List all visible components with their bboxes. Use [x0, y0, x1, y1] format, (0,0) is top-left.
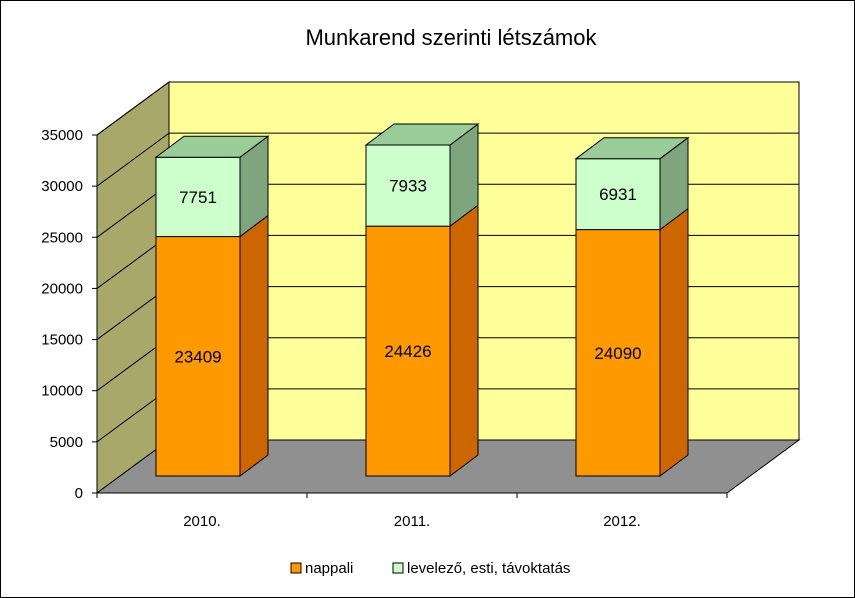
bar-2012-levelezo-front — [575, 158, 661, 231]
bar-2012-nappali-side — [659, 207, 689, 477]
bar-2011-nappali-front — [365, 225, 451, 477]
legend-swatch-nappali — [290, 562, 302, 574]
legend-label-nappali: nappali — [305, 560, 353, 577]
chart-axes: 0 5000 10000 15000 20000 25000 30000 35000 2010.… — [41, 127, 728, 530]
data-label-2011-nappali: 24426 — [384, 342, 431, 361]
chart-title: Munkarend szerinti létszámok — [305, 25, 597, 50]
bar-2011-top — [364, 123, 480, 146]
bar-2011-nappali-side — [449, 204, 479, 477]
chart-gridlines — [96, 81, 799, 443]
bar-2010-nappali-side — [239, 214, 269, 477]
legend-swatch-levelezo — [392, 562, 404, 574]
y-tick-label: 25000 — [41, 229, 83, 246]
chart-data-labels: 23409 7751 24426 7933 24090 6931 — [174, 177, 641, 367]
x-tick-label: 2010. — [183, 513, 221, 530]
y-tick-label: 0 — [75, 485, 83, 502]
y-tick-label: 5000 — [50, 434, 83, 451]
bar-2011-levelezo-front — [365, 144, 451, 227]
bar-2010-nappali-front — [155, 236, 241, 477]
bar-2012-top — [574, 137, 690, 160]
data-label-2012-nappali: 24090 — [594, 344, 641, 363]
y-tick-label: 20000 — [41, 280, 83, 297]
data-label-2011-levelezo: 7933 — [389, 177, 427, 196]
chart-legend: nappali levelező, esti, távoktatás — [290, 560, 570, 577]
y-tick-label: 35000 — [41, 127, 83, 144]
x-tick-label: 2012. — [603, 513, 641, 530]
y-tick-label: 15000 — [41, 332, 83, 349]
data-label-2010-nappali: 23409 — [174, 347, 221, 366]
legend-label-levelezo: levelező, esti, távoktatás — [407, 560, 570, 577]
side-gridline — [96, 81, 170, 136]
side-gridline — [96, 132, 170, 187]
y-tick-label: 10000 — [41, 383, 83, 400]
bar-2010-levelezo-front — [155, 156, 241, 238]
data-label-2010-levelezo: 7751 — [179, 188, 217, 207]
chart-bars — [154, 123, 690, 477]
bar-2010-top — [154, 135, 270, 158]
bar-2012-nappali-front — [575, 229, 661, 477]
y-tick-label: 30000 — [41, 178, 83, 195]
data-label-2012-levelezo: 6931 — [599, 185, 637, 204]
x-tick-label: 2011. — [394, 513, 430, 530]
